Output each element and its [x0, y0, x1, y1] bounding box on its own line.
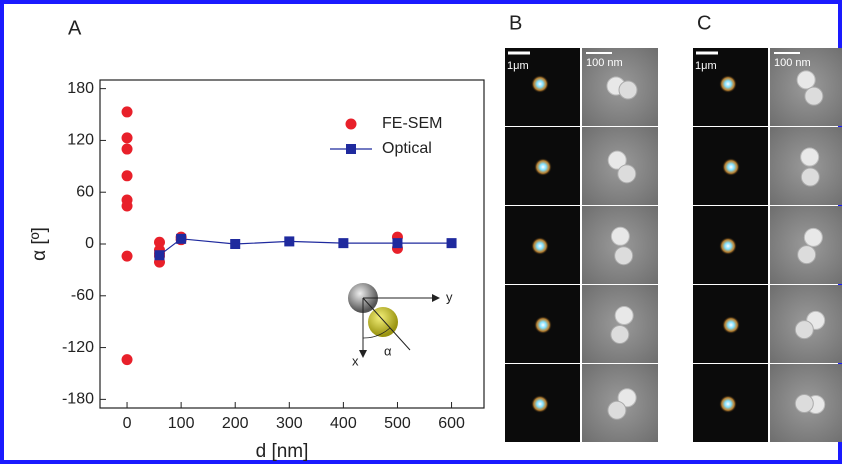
scale-bar-label: 100 nm	[774, 57, 811, 69]
legend-label: Optical	[382, 140, 432, 157]
x-tick-label: 300	[276, 415, 303, 432]
point	[122, 354, 133, 365]
panel-label: A	[68, 17, 82, 39]
particle	[801, 168, 819, 186]
inset-label: y	[446, 289, 453, 304]
y-tick-label: -120	[62, 339, 94, 356]
legend-label: FE-SEM	[382, 115, 442, 132]
inset-label: α	[384, 343, 392, 358]
point	[122, 106, 133, 117]
particle	[805, 87, 823, 105]
scattering-spot	[722, 316, 740, 334]
particle	[795, 395, 813, 413]
scattering-spot	[534, 158, 552, 176]
point	[447, 238, 457, 248]
scattering-spot	[531, 395, 549, 413]
y-tick-label: -180	[62, 391, 94, 408]
scale-bar-label: 1μm	[507, 60, 529, 72]
particle	[611, 227, 629, 245]
scattering-spot	[719, 237, 737, 255]
point	[176, 234, 186, 244]
particle	[615, 307, 633, 325]
particle	[795, 321, 813, 339]
x-axis-title: d [nm]	[256, 441, 309, 462]
x-tick-label: 0	[123, 415, 132, 432]
point	[122, 251, 133, 262]
sem-image	[770, 127, 842, 205]
y-tick-label: 180	[67, 80, 94, 97]
particle	[619, 81, 637, 99]
scattering-spot	[531, 237, 549, 255]
sem-image	[770, 206, 842, 284]
point	[122, 132, 133, 143]
point	[392, 238, 402, 248]
y-tick-label: 0	[85, 235, 94, 252]
scattering-spot	[719, 75, 737, 93]
point	[122, 170, 133, 181]
point	[122, 201, 133, 212]
legend-marker	[346, 119, 357, 130]
sphere	[368, 307, 398, 337]
x-tick-label: 200	[222, 415, 249, 432]
y-tick-label: -60	[71, 287, 94, 304]
particle	[797, 71, 815, 89]
y-tick-label: 60	[76, 183, 94, 200]
scattering-spot	[719, 395, 737, 413]
particle	[608, 401, 626, 419]
point	[154, 250, 164, 260]
x-tick-label: 600	[438, 415, 465, 432]
particle	[611, 325, 629, 343]
scale-bar-label: 1μm	[695, 60, 717, 72]
scattering-spot	[534, 316, 552, 334]
figure: A d [nm] α [º] 180120600-60-120-18001002…	[0, 0, 842, 464]
x-tick-label: 100	[168, 415, 195, 432]
scattering-spot	[531, 75, 549, 93]
particle	[798, 246, 816, 264]
y-axis-title: α [º]	[29, 227, 50, 261]
panel-label: B	[509, 12, 522, 34]
scale-bar-label: 100 nm	[586, 57, 623, 69]
point	[230, 239, 240, 249]
scattering-spot	[722, 158, 740, 176]
inset-label: x	[352, 353, 359, 368]
legend-marker	[346, 144, 356, 154]
point	[284, 236, 294, 246]
y-tick-label: 120	[67, 132, 94, 149]
particle	[618, 165, 636, 183]
particle	[801, 148, 819, 166]
panel-label: C	[697, 12, 711, 34]
particle	[615, 247, 633, 265]
particle	[804, 228, 822, 246]
point	[338, 238, 348, 248]
point	[122, 144, 133, 155]
x-tick-label: 400	[330, 415, 357, 432]
x-tick-label: 500	[384, 415, 411, 432]
